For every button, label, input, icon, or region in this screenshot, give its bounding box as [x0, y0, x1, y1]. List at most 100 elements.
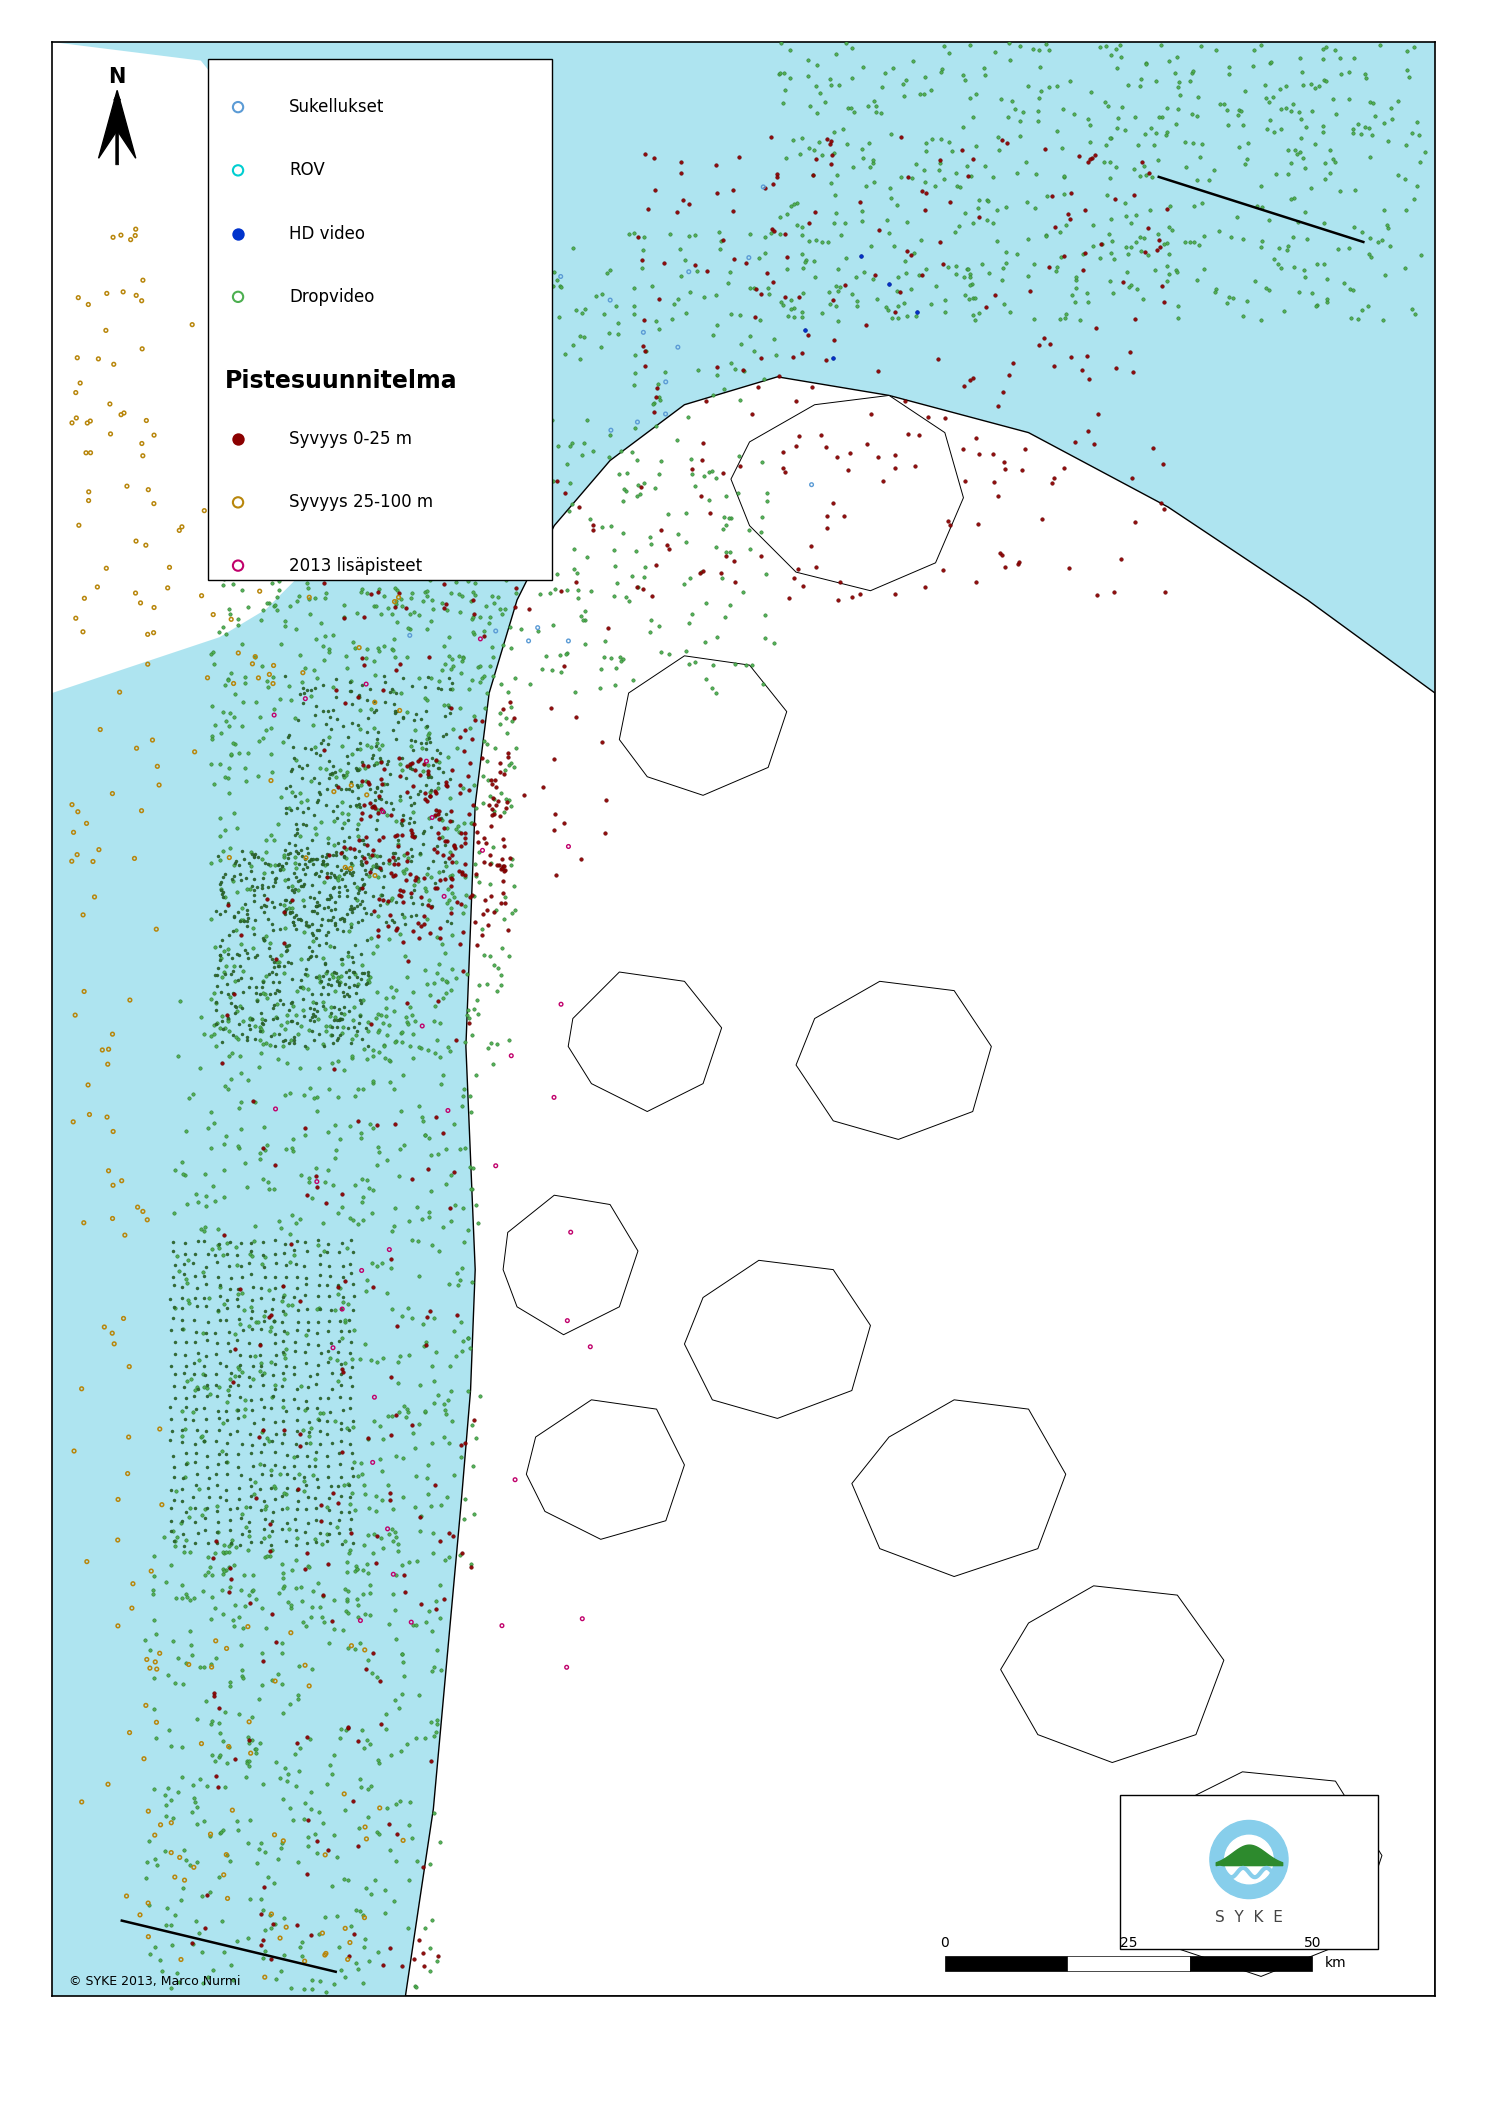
Point	[297, 910, 321, 943]
Point	[250, 603, 274, 637]
Point	[239, 960, 263, 994]
Point	[281, 1122, 305, 1156]
Point	[293, 857, 317, 891]
Point	[388, 872, 412, 906]
Point	[321, 748, 345, 782]
Point	[248, 519, 272, 553]
Point	[449, 887, 473, 920]
Point	[497, 784, 520, 817]
Point	[341, 945, 364, 979]
Point	[504, 893, 528, 927]
Point	[312, 1029, 336, 1063]
Point	[184, 1315, 208, 1349]
Point	[401, 1416, 425, 1450]
Point	[445, 1340, 468, 1374]
Point	[248, 1382, 272, 1416]
Point	[253, 1540, 277, 1574]
Point	[251, 861, 275, 895]
Point	[1346, 303, 1370, 336]
Point	[320, 1294, 343, 1328]
Text: Sukellukset: Sukellukset	[288, 99, 385, 116]
Point	[419, 859, 443, 893]
Point	[351, 1712, 375, 1746]
Point	[883, 452, 907, 485]
Point	[403, 1943, 427, 1977]
Point	[480, 767, 504, 800]
Point	[140, 1555, 164, 1588]
Point	[269, 779, 293, 813]
Point	[293, 1553, 317, 1586]
Point	[439, 1349, 462, 1382]
Point	[247, 1420, 271, 1454]
Point	[217, 1530, 241, 1563]
Point	[143, 1662, 167, 1696]
Point	[284, 899, 308, 933]
Point	[348, 1626, 372, 1660]
Point	[390, 479, 413, 513]
Point	[250, 1282, 274, 1315]
Point	[1005, 158, 1029, 191]
Point	[239, 1429, 263, 1462]
Point	[287, 847, 311, 880]
Point	[425, 1632, 449, 1666]
Point	[306, 1002, 330, 1036]
Point	[275, 1458, 299, 1492]
Point	[208, 1347, 232, 1380]
Point	[251, 548, 275, 582]
Point	[570, 296, 593, 330]
Point	[248, 1435, 272, 1469]
Point	[355, 777, 379, 811]
Point	[879, 170, 903, 204]
Point	[238, 1882, 262, 1916]
Point	[326, 1002, 349, 1036]
Point	[232, 1559, 256, 1593]
Point	[461, 382, 485, 416]
Point	[318, 838, 342, 872]
Point	[739, 219, 763, 252]
Point	[332, 903, 355, 937]
Point	[428, 1826, 452, 1859]
Point	[296, 1370, 320, 1403]
Point	[272, 1939, 296, 1973]
Point	[446, 809, 470, 843]
Point	[376, 1143, 400, 1177]
Point	[824, 38, 848, 71]
Point	[445, 500, 468, 534]
Point	[192, 1214, 216, 1248]
Point	[467, 826, 491, 859]
Point	[370, 727, 394, 761]
Point	[271, 987, 294, 1021]
Point	[479, 847, 503, 880]
Point	[381, 981, 404, 1015]
Point	[271, 1626, 294, 1660]
Point	[125, 279, 149, 313]
Point	[571, 437, 595, 471]
Point	[305, 1462, 329, 1496]
Point	[271, 1557, 294, 1590]
Point	[498, 609, 522, 643]
Point	[1255, 113, 1279, 147]
Point	[208, 939, 232, 973]
Point	[981, 160, 1005, 193]
Point	[244, 641, 268, 674]
Point	[500, 704, 523, 737]
Point	[315, 1418, 339, 1452]
Point	[1103, 32, 1127, 65]
Point	[494, 792, 517, 826]
Point	[76, 405, 100, 439]
Point	[76, 1067, 100, 1101]
Point	[305, 370, 329, 403]
Point	[489, 958, 513, 992]
Point	[217, 592, 241, 626]
Point	[1401, 292, 1425, 326]
Point	[390, 742, 413, 775]
Point	[967, 508, 990, 542]
Point	[1313, 248, 1337, 282]
Point	[306, 1471, 330, 1504]
Point	[181, 1246, 205, 1280]
Point	[443, 565, 467, 599]
Point	[702, 647, 726, 681]
Point	[968, 296, 992, 330]
Point	[317, 1517, 341, 1551]
Point	[260, 1897, 284, 1931]
